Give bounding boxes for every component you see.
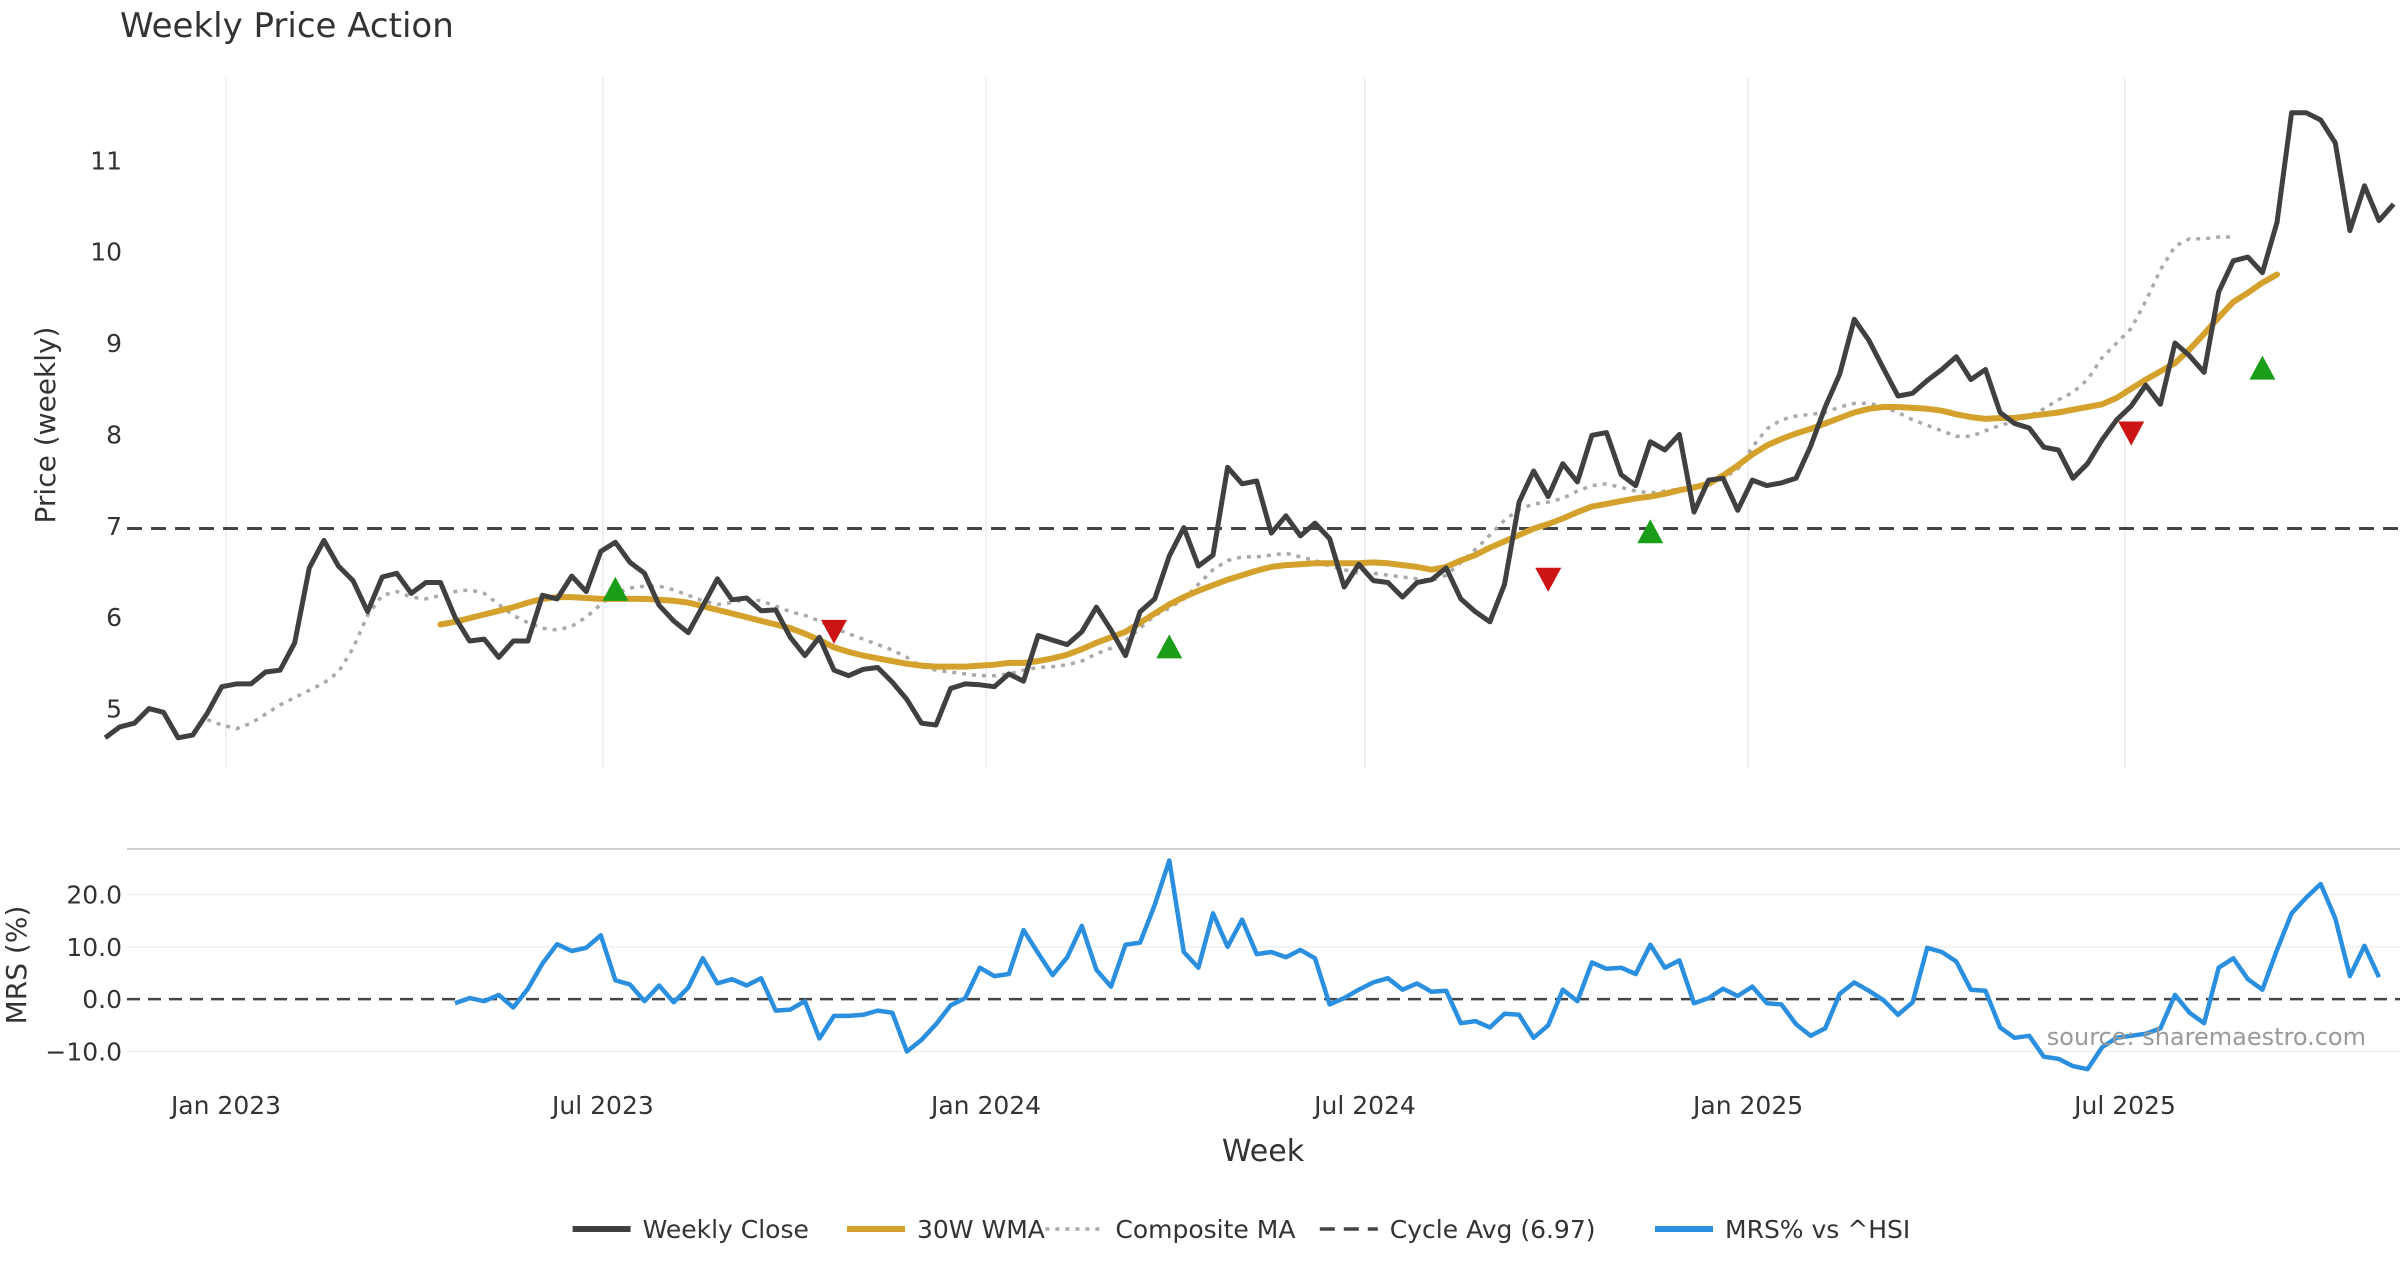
buy-signal-marker bbox=[602, 576, 629, 601]
chart-title: Weekly Price Action bbox=[120, 6, 454, 46]
legend-label: Weekly Close bbox=[643, 1215, 809, 1244]
mrs-line bbox=[454, 858, 2382, 1072]
price-y-tick-label: 10 bbox=[90, 238, 122, 267]
x-axis-label: Week bbox=[1222, 1134, 1305, 1169]
wma-30w-line bbox=[437, 271, 2280, 670]
price-y-tick-label: 9 bbox=[106, 329, 122, 358]
mrs-y-tick-label: 20.0 bbox=[66, 880, 122, 909]
weekly-close-line bbox=[103, 110, 2396, 741]
mrs-y-tick-label: 0.0 bbox=[82, 985, 122, 1014]
sell-signal-marker bbox=[821, 619, 848, 644]
source-note: source: sharemaestro.com bbox=[2047, 1023, 2366, 1051]
price-y-tick-label: 11 bbox=[90, 146, 122, 175]
price-y-tick-label: 7 bbox=[106, 512, 122, 541]
legend-label: 30W WMA bbox=[917, 1215, 1045, 1244]
x-tick-label: Jul 2025 bbox=[2072, 1091, 2176, 1120]
mrs-axis-label: MRS (%) bbox=[0, 906, 33, 1025]
price-axis-label: Price (weekly) bbox=[29, 327, 62, 524]
sell-signal-marker bbox=[1535, 567, 1562, 592]
buy-signal-marker bbox=[1156, 634, 1183, 659]
x-tick-label: Jan 2025 bbox=[1691, 1091, 1803, 1120]
x-tick-label: Jan 2023 bbox=[169, 1091, 281, 1120]
composite-ma-line bbox=[206, 235, 2234, 731]
mrs-y-tick-label: 10.0 bbox=[66, 933, 122, 962]
x-tick-label: Jul 2023 bbox=[550, 1091, 654, 1120]
price-y-tick-label: 5 bbox=[106, 695, 122, 724]
buy-signal-marker bbox=[1637, 519, 1664, 544]
sell-signal-marker bbox=[2118, 421, 2145, 446]
x-tick-label: Jul 2024 bbox=[1312, 1091, 1416, 1120]
x-tick-label: Jan 2024 bbox=[929, 1091, 1041, 1120]
legend-label: Composite MA bbox=[1115, 1215, 1295, 1244]
legend-label: MRS% vs ^HSI bbox=[1725, 1215, 1910, 1244]
price-y-tick-label: 6 bbox=[106, 603, 122, 632]
legend-label: Cycle Avg (6.97) bbox=[1390, 1215, 1596, 1244]
buy-signal-marker bbox=[2249, 355, 2276, 380]
price-y-tick-label: 8 bbox=[106, 420, 122, 449]
mrs-y-tick-label: −10.0 bbox=[45, 1037, 122, 1066]
